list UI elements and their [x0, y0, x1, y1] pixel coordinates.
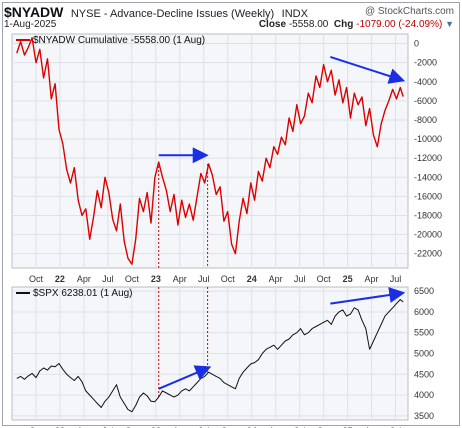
chart-header: $NYADW NYSE - Advance-Decline Issues (We… [4, 4, 458, 20]
y-tick-label: -16000 [414, 191, 442, 201]
y-tick-label: 6000 [414, 307, 434, 317]
x-tick-label: Apr [365, 274, 379, 284]
x-tick-label: Apr [365, 426, 379, 428]
legend-label: $SPX 6238.01 (1 Aug) [33, 288, 133, 299]
x-tick-label: Apr [269, 426, 283, 428]
y-tick-label: -20000 [414, 230, 442, 240]
brand-label[interactable]: @ StockCharts.com [364, 6, 454, 17]
symbol-label: $NYADW [4, 4, 64, 20]
x-tick-label: 25 [343, 426, 353, 428]
trend-arrow [158, 365, 212, 390]
x-tick-label: 23 [151, 426, 161, 428]
y-tick-label: 5500 [414, 328, 434, 338]
y-tick-label: -8000 [414, 115, 437, 125]
x-tick-label: Apr [173, 274, 187, 284]
legend-label: $NYADW Cumulative -5558.00 (1 Aug) [33, 35, 205, 46]
trend-arrow [330, 55, 406, 84]
y-tick-label: -6000 [414, 96, 437, 106]
close-value: -5558.00 [288, 19, 329, 30]
x-tick-label: Jul [294, 274, 306, 284]
date-label: 1-Aug-2025 [4, 19, 57, 30]
x-tick-label: Apr [269, 274, 283, 284]
y-tick-label: -12000 [414, 153, 442, 163]
x-tick-label: Oct [221, 274, 236, 284]
series-line-1 [16, 37, 404, 265]
x-tick-label: 24 [247, 426, 257, 428]
x-tick-label: Apr [77, 426, 91, 428]
y-tick-label: 0 [414, 39, 419, 49]
x-tick-label: Oct [125, 426, 140, 428]
y-tick-label: 3500 [414, 411, 434, 421]
x-tick-label: Jul [198, 274, 210, 284]
y-tick-label: 4000 [414, 390, 434, 400]
x-tick-label: Jul [294, 426, 306, 428]
x-tick-label: 22 [55, 274, 65, 284]
index-label: INDX [281, 8, 308, 20]
x-tick-label: Oct [317, 426, 332, 428]
x-tick-label: Jul [102, 426, 114, 428]
x-tick-label: Apr [77, 274, 91, 284]
y-tick-label: -22000 [414, 249, 442, 259]
y-tick-label: 4500 [414, 369, 434, 379]
x-tick-label: Oct [125, 274, 140, 284]
y-tick-label: -2000 [414, 58, 437, 68]
x-tick-label: Oct [221, 426, 236, 428]
x-tick-label: Apr [173, 426, 187, 428]
x-tick-label: 23 [151, 274, 161, 284]
trend-arrow [330, 287, 406, 305]
chg-value: -1079.00 (-24.09%) [356, 19, 443, 30]
x-tick-label: Jul [390, 274, 402, 284]
y-tick-label: -14000 [414, 172, 442, 182]
y-tick-label: 5000 [414, 349, 434, 359]
dropdown-arrow-icon[interactable]: ▼ [445, 19, 454, 29]
y-tick-label: -4000 [414, 77, 437, 87]
x-tick-label: Oct [317, 274, 332, 284]
x-tick-label: 25 [343, 274, 353, 284]
x-tick-label: Oct [29, 426, 44, 428]
y-tick-label: -18000 [414, 210, 442, 220]
panel-1-background [11, 33, 409, 269]
x-tick-label: Jul [198, 426, 210, 428]
x-tick-label: Jul [102, 274, 114, 284]
x-tick-label: Oct [29, 274, 44, 284]
quote-row: 1-Aug-2025 Close -5558.00 Chg -1079.00 (… [4, 19, 458, 31]
x-tick-label: 24 [247, 274, 257, 284]
y-tick-label: 6500 [414, 286, 434, 296]
description-label: NYSE - Advance-Decline Issues (Weekly) [70, 8, 275, 20]
x-tick-label: 22 [55, 426, 65, 428]
y-tick-label: -10000 [414, 134, 442, 144]
close-label: Close [258, 19, 287, 30]
chg-label: Chg [333, 19, 354, 30]
x-tick-label: Jul [390, 426, 402, 428]
